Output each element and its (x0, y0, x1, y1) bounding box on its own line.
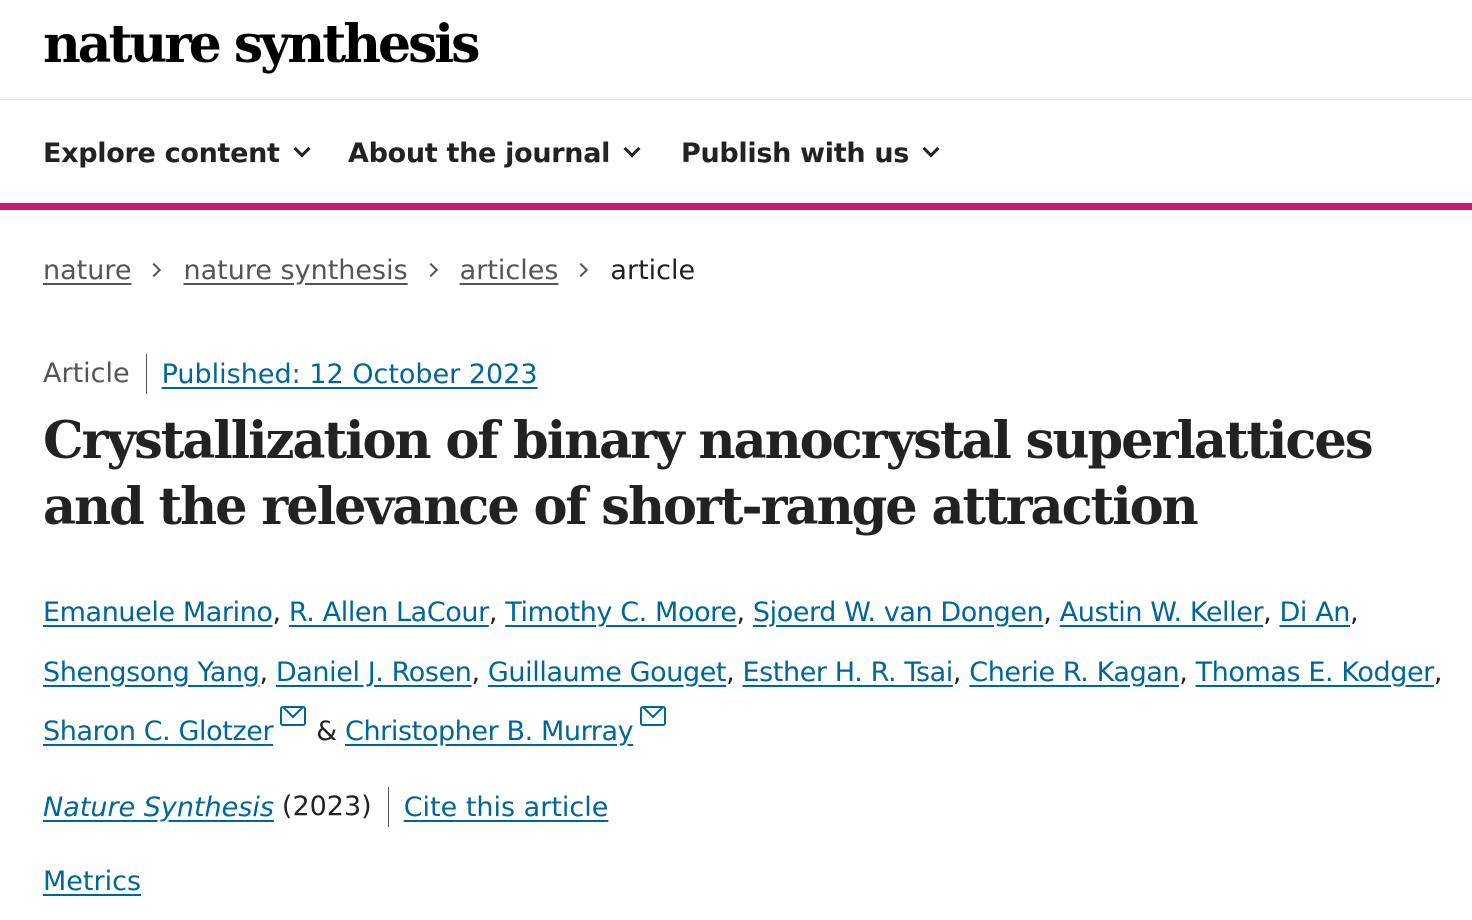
nav-explore-content-label: Explore content (43, 137, 280, 169)
author-link[interactable]: Christopher B. Murray (345, 716, 634, 747)
author-separator: , (272, 597, 282, 628)
mail-icon[interactable] (640, 706, 667, 726)
nav-publish-with-us-label: Publish with us (681, 137, 910, 169)
chevron-down-icon (623, 140, 641, 158)
author-separator: , (1179, 656, 1188, 688)
author-link[interactable]: Shengsong Yang (43, 656, 260, 688)
author-link[interactable]: Sjoerd W. van Dongen (752, 597, 1044, 628)
author-separator: , (736, 597, 746, 628)
author-list: Emanuele Marino, R. Allen LaCour, Timoth… (43, 583, 1453, 762)
citation-line: Nature Synthesis (2023) Cite this articl… (43, 787, 608, 827)
nav-about-journal-label: About the journal (348, 137, 611, 169)
author-separator: , (1043, 597, 1052, 628)
author-separator: , (1433, 656, 1443, 688)
author-link[interactable]: Austin W. Keller (1059, 597, 1264, 628)
author-separator: , (259, 656, 269, 688)
journal-link[interactable]: Nature Synthesis (43, 791, 274, 823)
author-link[interactable]: Timothy C. Moore (505, 597, 737, 628)
author-link[interactable]: R. Allen LaCour (288, 597, 489, 628)
chevron-down-icon (922, 140, 940, 158)
metrics-link[interactable]: Metrics (43, 866, 142, 897)
author-link[interactable]: Thomas E. Kodger (1195, 656, 1435, 688)
nav-publish-with-us[interactable]: Publish with us (681, 136, 940, 170)
author-separator: , (488, 597, 498, 628)
author-separator: , (471, 656, 481, 688)
author-link[interactable]: Daniel J. Rosen (275, 656, 472, 688)
author-link[interactable]: Cherie R. Kagan (969, 656, 1180, 688)
publication-year: (2023) (282, 787, 389, 827)
author-link[interactable]: Di An (1279, 597, 1351, 628)
nav-accent-bar (0, 203, 1472, 210)
breadcrumb-nature-synthesis[interactable]: nature synthesis (183, 254, 408, 286)
chevron-down-icon (293, 140, 311, 158)
site-header: nature synthesis (0, 0, 1472, 100)
author-separator: , (1349, 597, 1359, 628)
chevron-right-icon (147, 262, 162, 278)
article-title: Crystallization of binary nanocrystal su… (43, 411, 1374, 537)
author-separator: , (1263, 597, 1272, 628)
author-separator: , (726, 656, 735, 688)
author-link[interactable]: Guillaume Gouget (487, 656, 727, 688)
breadcrumb-articles[interactable]: articles (459, 254, 559, 286)
breadcrumb: nature nature synthesis articles article (43, 252, 695, 288)
nav-about-journal[interactable]: About the journal (348, 136, 641, 170)
chevron-right-icon (574, 262, 589, 278)
nav-explore-content[interactable]: Explore content (43, 136, 311, 170)
cite-article-link[interactable]: Cite this article (403, 791, 609, 823)
main-nav: Explore content About the journal Publis… (0, 100, 1472, 203)
author-link[interactable]: Esther H. R. Tsai (742, 656, 953, 688)
published-date-link[interactable]: Published: 12 October 2023 (161, 358, 538, 390)
author-link[interactable]: Emanuele Marino (43, 597, 273, 628)
author-conjunction: & (316, 716, 337, 747)
author-separator: , (952, 656, 962, 688)
chevron-right-icon (423, 262, 438, 278)
breadcrumb-nature[interactable]: nature (43, 254, 132, 286)
author-link[interactable]: Sharon C. Glotzer (43, 716, 274, 747)
mail-icon[interactable] (280, 706, 307, 726)
breadcrumb-current: article (610, 254, 696, 286)
journal-logo[interactable]: nature synthesis (43, 14, 480, 75)
article-type: Article (43, 354, 147, 394)
article-meta: Article Published: 12 October 2023 (43, 354, 538, 394)
